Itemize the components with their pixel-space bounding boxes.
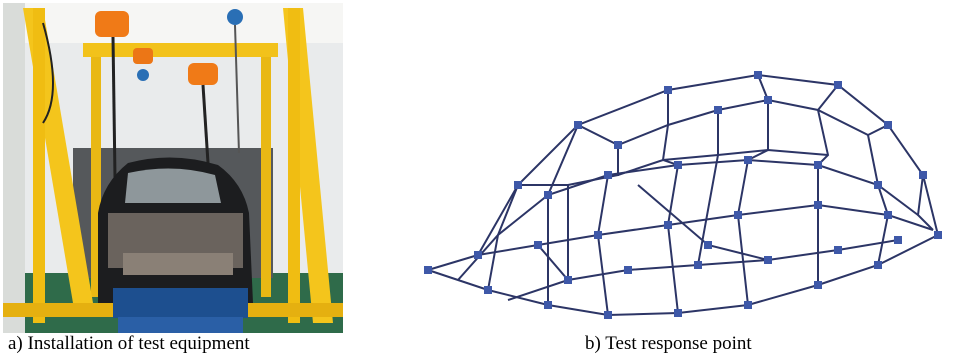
wireframe-response-points bbox=[418, 65, 948, 325]
figure: a) Installation of test equipment b) Tes… bbox=[0, 0, 957, 359]
photo-test-equipment bbox=[3, 3, 348, 335]
caption: a) Installation of test equipment bbox=[8, 333, 250, 355]
caption: b) Test response point bbox=[585, 333, 752, 355]
